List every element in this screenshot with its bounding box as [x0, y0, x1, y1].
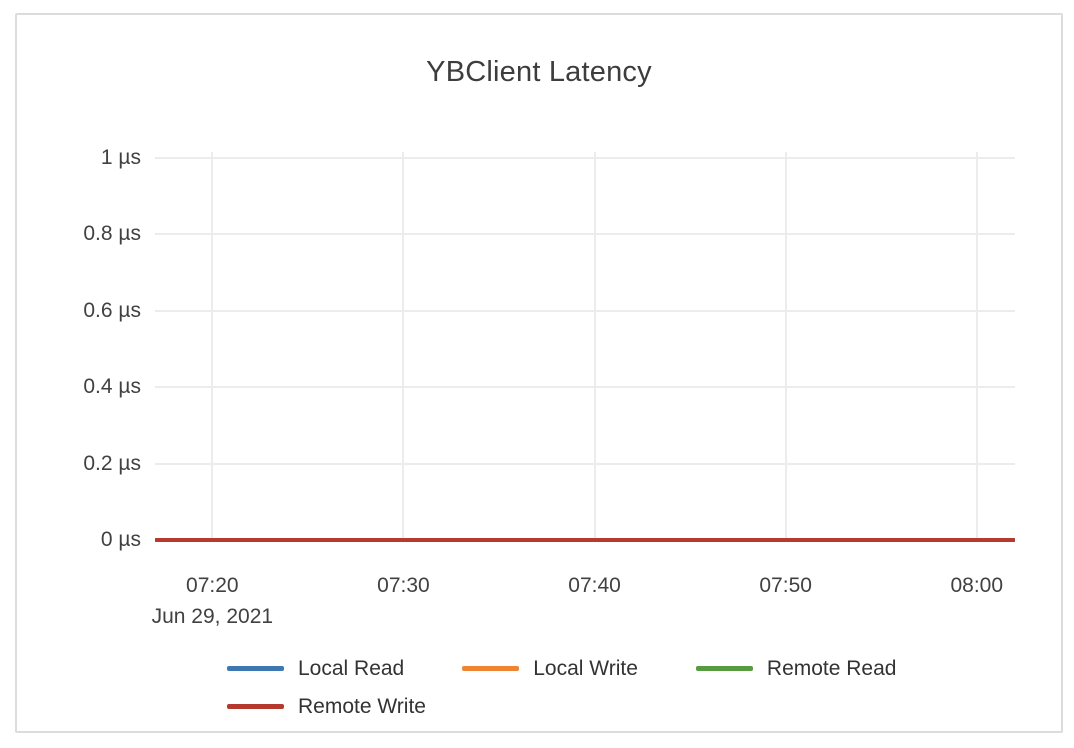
legend-label: Local Read	[298, 656, 405, 680]
legend-label: Remote Write	[298, 694, 426, 718]
x-gridline-0730	[402, 152, 405, 540]
legend-swatch-local-write	[462, 666, 520, 671]
legend-item-local-write[interactable]: Local Write	[462, 655, 638, 682]
y-tick-label: 0.8 µs	[83, 222, 141, 246]
y-gridline-0.2µs	[155, 462, 1015, 465]
series-line-remote-write	[155, 538, 1015, 542]
x-gridline-0740	[593, 152, 596, 540]
plot-area	[155, 152, 1015, 542]
x-tick-label: 07:20	[186, 574, 239, 597]
y-tick-label: 0.4 µs	[83, 375, 141, 399]
chart-card: YBClient Latency Jun 29, 2021 Local Read…	[15, 13, 1063, 733]
legend-label: Remote Read	[766, 656, 897, 680]
x-axis-date-label: Jun 29, 2021	[151, 605, 274, 628]
y-gridline-1µs	[155, 157, 1015, 159]
x-gridline-0750	[784, 152, 787, 540]
chart-title: YBClient Latency	[426, 56, 652, 88]
y-tick-label: 1 µs	[100, 146, 141, 169]
legend-item-remote-read[interactable]: Remote Read	[695, 655, 897, 682]
x-tick-label: 07:30	[377, 574, 430, 597]
legend-swatch-remote-write	[227, 704, 284, 709]
x-gridline-0800	[975, 152, 978, 540]
x-tick-label: 07:40	[568, 574, 621, 597]
y-gridline-0.6µs	[155, 309, 1015, 312]
y-tick-label: 0.6 µs	[83, 298, 141, 322]
legend-label: Local Write	[533, 656, 638, 680]
legend-swatch-local-read	[227, 666, 284, 671]
legend-item-remote-write[interactable]: Remote Write	[227, 693, 426, 720]
chart-legend: Local Read Local Write Remote Read Remote W…	[227, 655, 972, 720]
y-gridline-0.4µs	[155, 386, 1015, 389]
x-gridline-0720	[211, 152, 214, 540]
legend-swatch-remote-read	[695, 666, 753, 671]
y-gridline-0.8µs	[155, 233, 1015, 236]
y-tick-label: 0.2 µs	[83, 451, 141, 475]
legend-item-local-read[interactable]: Local Read	[227, 655, 404, 682]
x-tick-label: 08:00	[950, 574, 1004, 597]
x-tick-label: 07:50	[759, 574, 812, 597]
y-tick-label: 0 µs	[100, 528, 141, 551]
